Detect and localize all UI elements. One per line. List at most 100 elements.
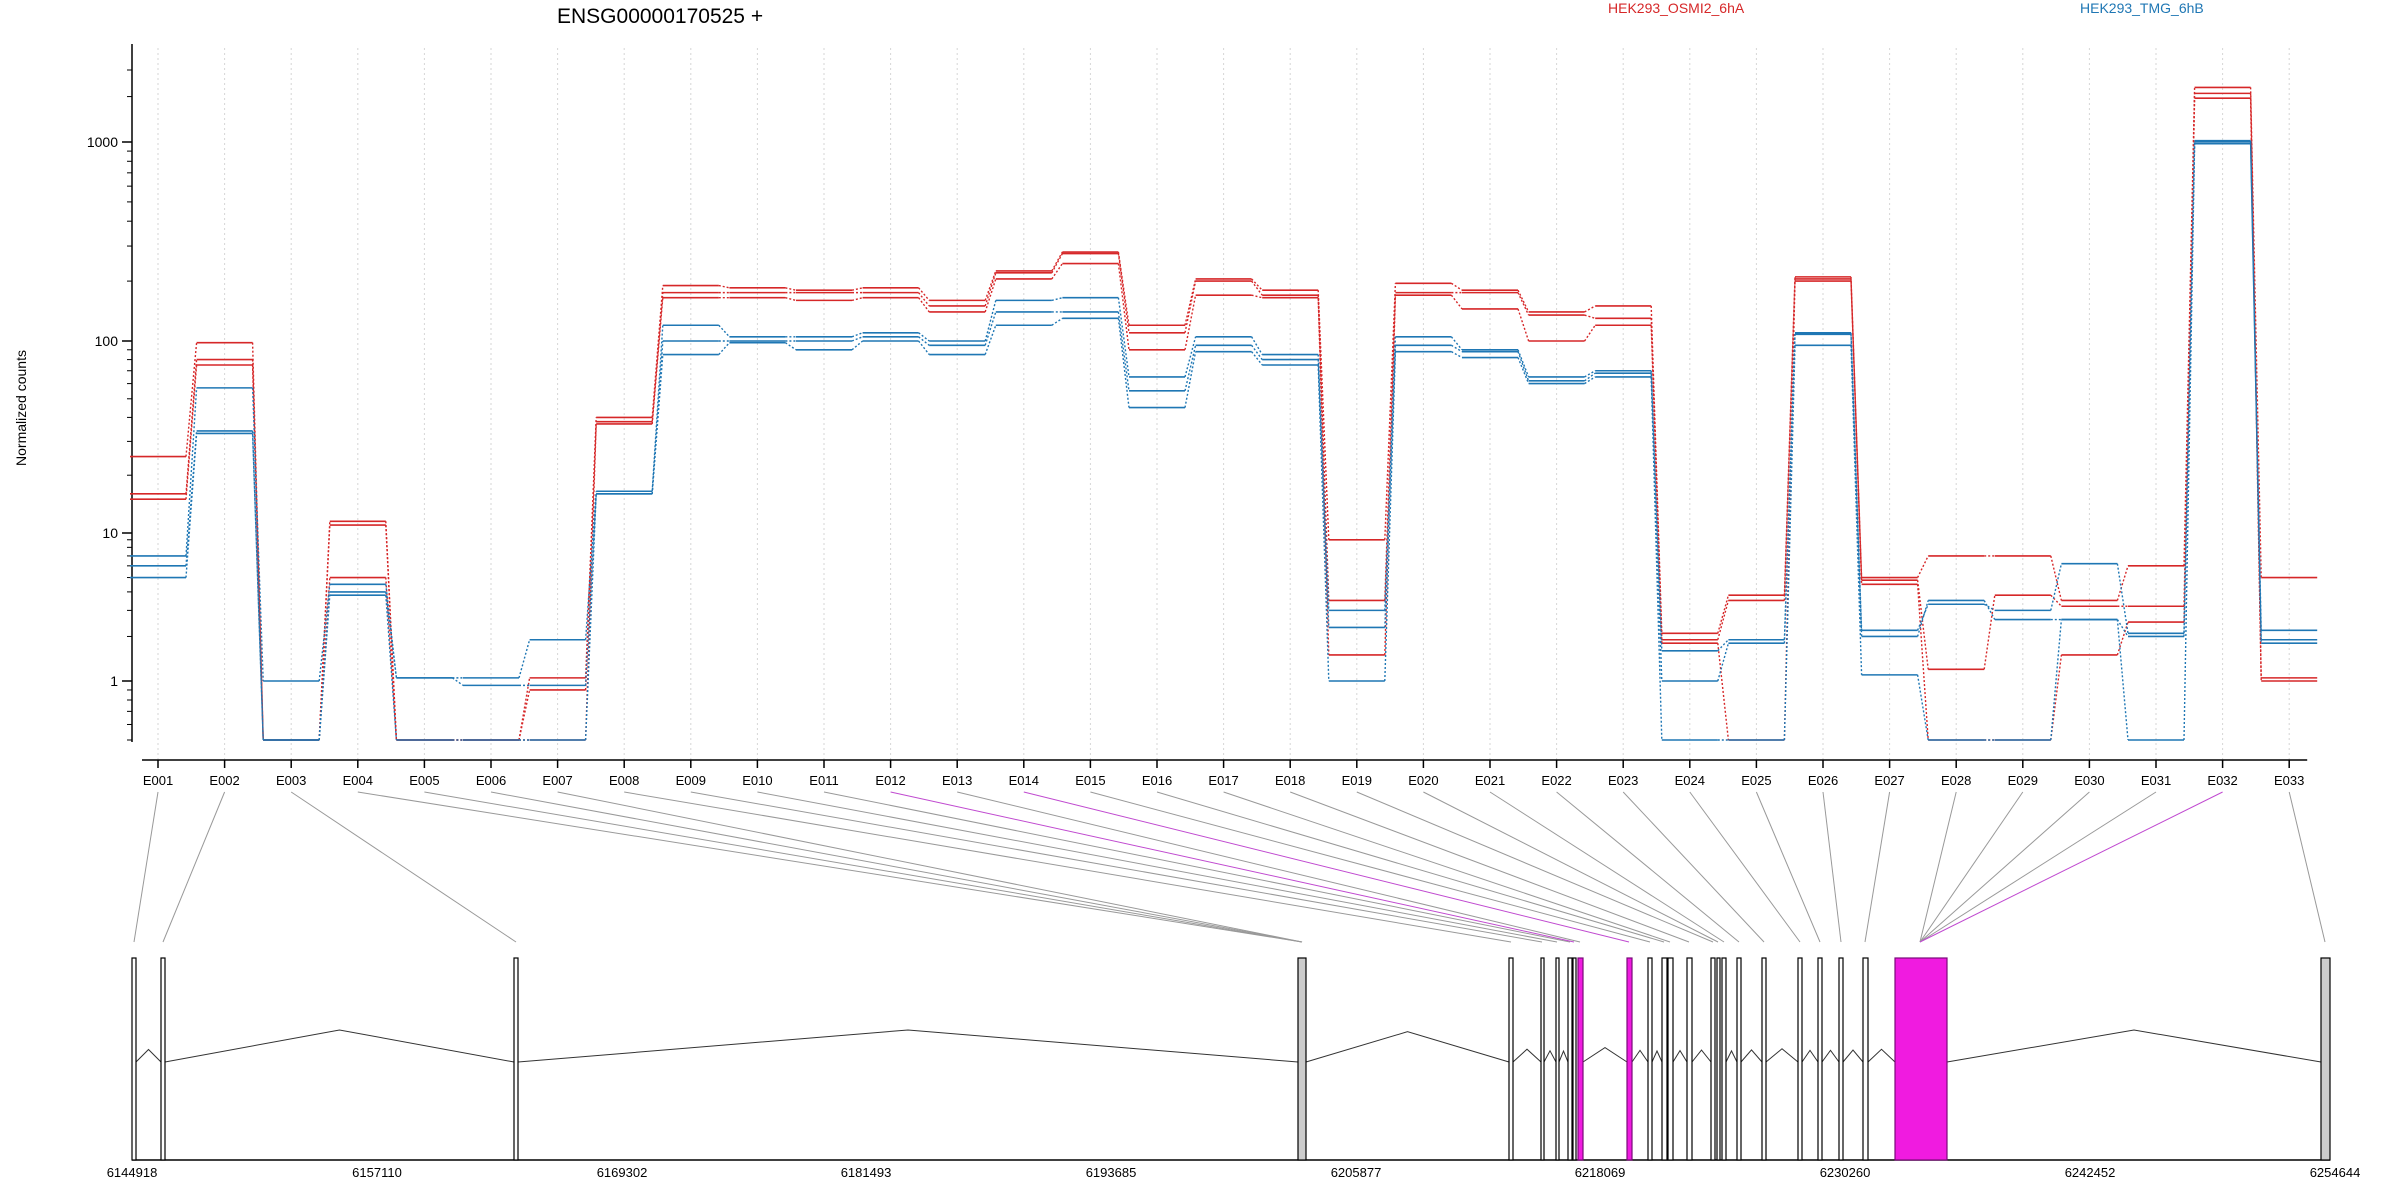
gene-exon-box-1 xyxy=(131,957,137,1161)
series-5-link xyxy=(1184,345,1197,392)
connector-e033 xyxy=(2288,791,2326,943)
series-6-link xyxy=(318,595,331,741)
connector-e024 xyxy=(1689,791,1801,943)
series-3-link xyxy=(185,364,198,500)
connector-e025 xyxy=(1755,791,1821,943)
series-6 xyxy=(130,142,2318,741)
connector-e020 xyxy=(1423,791,1719,943)
intron xyxy=(1651,1049,1663,1063)
series-5-link xyxy=(1384,345,1397,628)
gene-exon-box-17 xyxy=(1716,957,1721,1161)
series-3-link xyxy=(2116,621,2129,656)
connector-e002 xyxy=(162,791,226,943)
coordinate-label-6254644: 6254644 xyxy=(2310,1165,2361,1180)
series-1-link xyxy=(518,677,531,741)
series-3-link xyxy=(651,297,664,424)
intron xyxy=(1867,1048,1896,1063)
gene-exon-box-26 xyxy=(2320,957,2331,1161)
series-5-link xyxy=(1451,344,1463,353)
series-5-link xyxy=(2116,619,2129,637)
series-4-link xyxy=(984,300,997,342)
intron xyxy=(1821,1049,1840,1063)
series-6-link xyxy=(1251,351,1263,366)
series-3-link xyxy=(1117,263,1130,350)
connector-e017 xyxy=(1223,791,1671,943)
exon-label-e016: E016 xyxy=(1142,773,1172,788)
connector-e027 xyxy=(1864,791,1891,943)
series-4-link xyxy=(2050,563,2063,611)
series-3-link xyxy=(918,297,930,313)
y-tick-label-1: 1 xyxy=(110,673,118,689)
series-6-link xyxy=(851,340,864,351)
series-1-link xyxy=(2116,565,2129,601)
series-3-link xyxy=(1184,295,1197,350)
series-1-link xyxy=(718,284,730,289)
intron xyxy=(1558,1049,1569,1063)
exon-label-e030: E030 xyxy=(2074,773,2104,788)
series-5-link xyxy=(251,430,264,741)
exon-label-e006: E006 xyxy=(476,773,506,788)
coordinate-label-6205877: 6205877 xyxy=(1331,1165,1382,1180)
series-3-link xyxy=(1717,643,1730,741)
connector-e026 xyxy=(1822,791,1842,943)
series-4-link xyxy=(1117,297,1130,378)
series-1-link xyxy=(2050,555,2063,601)
series-6-link xyxy=(918,340,930,355)
series-6-link xyxy=(251,433,264,741)
intron xyxy=(1512,1048,1542,1063)
gene-exon-box-4 xyxy=(1297,957,1307,1161)
series-1-link xyxy=(1916,555,1929,578)
intron xyxy=(1801,1049,1819,1063)
series-5-link xyxy=(918,336,930,346)
count-series xyxy=(130,86,2318,741)
axes: 1 10 100 1000 xyxy=(87,44,2308,768)
exon-label-e003: E003 xyxy=(276,773,306,788)
series-5-link xyxy=(1317,359,1330,628)
coordinate-label-6169302: 6169302 xyxy=(597,1165,648,1180)
coordinate-label-6242452: 6242452 xyxy=(2065,1165,2116,1180)
intron xyxy=(1582,1047,1628,1063)
series-2-link xyxy=(2050,594,2062,607)
series-6-link xyxy=(984,325,997,355)
series-3-link xyxy=(1850,281,1863,585)
series-4-link xyxy=(1051,297,1063,302)
series-2-link xyxy=(918,292,930,307)
series-5-link xyxy=(451,677,464,686)
series-4-link xyxy=(1250,336,1263,355)
exon-label-e021: E021 xyxy=(1475,773,1505,788)
gene-exon-box-2 xyxy=(160,957,166,1161)
gene-exon-box-12 xyxy=(1647,957,1653,1161)
exon-label-e024: E024 xyxy=(1675,773,1705,788)
intron xyxy=(1543,1049,1557,1063)
series-2-link xyxy=(1783,278,1796,601)
exon-label-e020: E020 xyxy=(1408,773,1438,788)
exon-label-e007: E007 xyxy=(542,773,572,788)
series-5-link xyxy=(1783,334,1796,644)
exon-label-e031: E031 xyxy=(2141,773,2171,788)
coordinate-label-6144918: 6144918 xyxy=(107,1165,158,1180)
series-5-link xyxy=(2249,141,2262,640)
connector-e022 xyxy=(1556,791,1740,943)
coordinate-label-6157110: 6157110 xyxy=(352,1165,402,1180)
series-4-link xyxy=(251,387,264,682)
series-2-link xyxy=(1251,280,1263,296)
gene-exon-box-8 xyxy=(1567,957,1573,1161)
series-4-link xyxy=(185,387,198,556)
series-4-link xyxy=(718,324,730,338)
intron xyxy=(1725,1049,1738,1063)
series-3-link xyxy=(1051,263,1063,280)
series-1-link xyxy=(785,287,797,291)
connector-e001 xyxy=(133,791,159,943)
series-1-link xyxy=(1451,282,1463,291)
series-5-link xyxy=(984,311,997,346)
connector-e030 xyxy=(1919,791,2090,943)
series-3-link xyxy=(1650,325,1663,644)
series-6-link xyxy=(718,342,730,356)
series-4-link xyxy=(318,584,331,682)
intron xyxy=(1305,1031,1510,1063)
series-6-link xyxy=(2249,143,2262,644)
series-6-link xyxy=(1783,345,1796,741)
series-2-link xyxy=(1717,600,1730,640)
series-6-link xyxy=(1184,351,1197,408)
series-1-link xyxy=(1517,289,1530,313)
